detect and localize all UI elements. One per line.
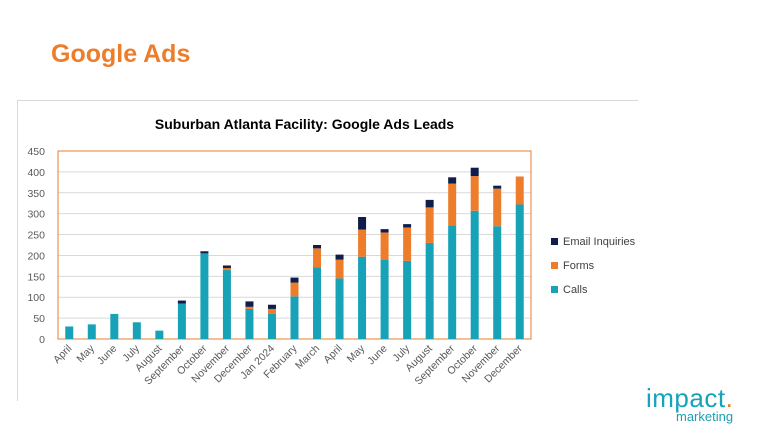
impact-marketing-logo: impact. marketing bbox=[646, 383, 762, 424]
logo-wordmark: impact. bbox=[646, 383, 734, 413]
bar-calls bbox=[155, 330, 164, 339]
bar-email-inquiries bbox=[200, 251, 209, 254]
bar-calls bbox=[132, 322, 141, 339]
y-tick-label: 150 bbox=[27, 271, 45, 283]
y-tick-label: 100 bbox=[27, 292, 45, 304]
bar-calls bbox=[267, 313, 276, 339]
bar-email-inquiries bbox=[177, 300, 186, 304]
bar-forms bbox=[335, 259, 344, 279]
bar-calls bbox=[425, 242, 434, 339]
bar-email-inquiries bbox=[493, 185, 502, 189]
bar-email-inquiries bbox=[403, 224, 412, 228]
bar-email-inquiries bbox=[222, 265, 231, 268]
bar-forms bbox=[470, 176, 479, 211]
bar-forms bbox=[515, 176, 524, 205]
legend-swatch bbox=[551, 262, 558, 269]
bar-email-inquiries bbox=[448, 177, 457, 184]
bar-calls bbox=[65, 326, 74, 339]
bar-email-inquiries bbox=[335, 254, 344, 260]
x-tick-label: May bbox=[345, 342, 368, 365]
legend-label: Calls bbox=[563, 284, 588, 296]
bar-calls bbox=[290, 296, 299, 339]
legend-swatch bbox=[551, 286, 558, 293]
bar-email-inquiries bbox=[425, 199, 434, 208]
bar-forms bbox=[425, 207, 434, 243]
bar-calls bbox=[380, 259, 389, 339]
y-tick-label: 400 bbox=[27, 167, 45, 179]
bar-forms bbox=[493, 188, 502, 227]
y-tick-label: 50 bbox=[33, 313, 45, 325]
bar-calls bbox=[448, 225, 457, 339]
legend-swatch bbox=[551, 238, 558, 245]
x-tick-label: April bbox=[51, 343, 74, 366]
y-tick-label: 0 bbox=[39, 334, 45, 346]
bar-email-inquiries bbox=[267, 304, 276, 309]
logo-subtext: marketing bbox=[676, 409, 734, 424]
bar-email-inquiries bbox=[358, 217, 367, 230]
y-tick-label: 200 bbox=[27, 250, 45, 262]
bar-forms bbox=[290, 282, 299, 297]
bar-forms bbox=[245, 306, 254, 309]
stacked-bar-chart: Suburban Atlanta Facility: Google Ads Le… bbox=[27, 116, 636, 387]
bar-calls bbox=[358, 256, 367, 339]
bar-email-inquiries bbox=[470, 167, 479, 177]
y-tick-label: 450 bbox=[27, 146, 45, 158]
slide-title: Google Ads bbox=[51, 40, 191, 68]
bar-forms bbox=[380, 232, 389, 260]
bar-email-inquiries bbox=[380, 229, 389, 233]
bar-forms bbox=[358, 229, 367, 257]
bar-calls bbox=[493, 226, 502, 339]
legend-label: Email Inquiries bbox=[563, 236, 636, 248]
bar-calls bbox=[110, 313, 119, 339]
bar-calls bbox=[222, 270, 231, 339]
bar-calls bbox=[177, 303, 186, 339]
bar-calls bbox=[403, 260, 412, 339]
x-tick-label: April bbox=[321, 343, 344, 366]
bar-calls bbox=[335, 278, 344, 339]
x-tick-label: June bbox=[95, 343, 120, 368]
bar-forms bbox=[313, 248, 322, 268]
bar-calls bbox=[200, 253, 209, 339]
bar-forms bbox=[222, 267, 231, 271]
bar-forms bbox=[448, 183, 457, 226]
bar-forms bbox=[267, 308, 276, 314]
bar-calls bbox=[515, 204, 524, 339]
bar-email-inquiries bbox=[313, 245, 322, 249]
bar-calls bbox=[470, 210, 479, 339]
y-tick-label: 250 bbox=[27, 230, 45, 242]
bar-email-inquiries bbox=[290, 277, 299, 283]
bar-calls bbox=[245, 308, 254, 339]
y-tick-label: 350 bbox=[27, 188, 45, 200]
x-tick-label: May bbox=[74, 342, 97, 365]
x-tick-label: June bbox=[365, 343, 390, 368]
bar-forms bbox=[403, 227, 412, 261]
y-tick-label: 300 bbox=[27, 209, 45, 221]
chart-panel: Suburban Atlanta Facility: Google Ads Le… bbox=[17, 100, 638, 401]
chart-title: Suburban Atlanta Facility: Google Ads Le… bbox=[155, 116, 454, 132]
x-tick-label: March bbox=[293, 343, 322, 372]
bar-email-inquiries bbox=[245, 301, 254, 307]
bar-calls bbox=[313, 267, 322, 339]
legend-label: Forms bbox=[563, 260, 595, 272]
bar-calls bbox=[87, 324, 96, 339]
logo-dot: . bbox=[725, 383, 734, 413]
